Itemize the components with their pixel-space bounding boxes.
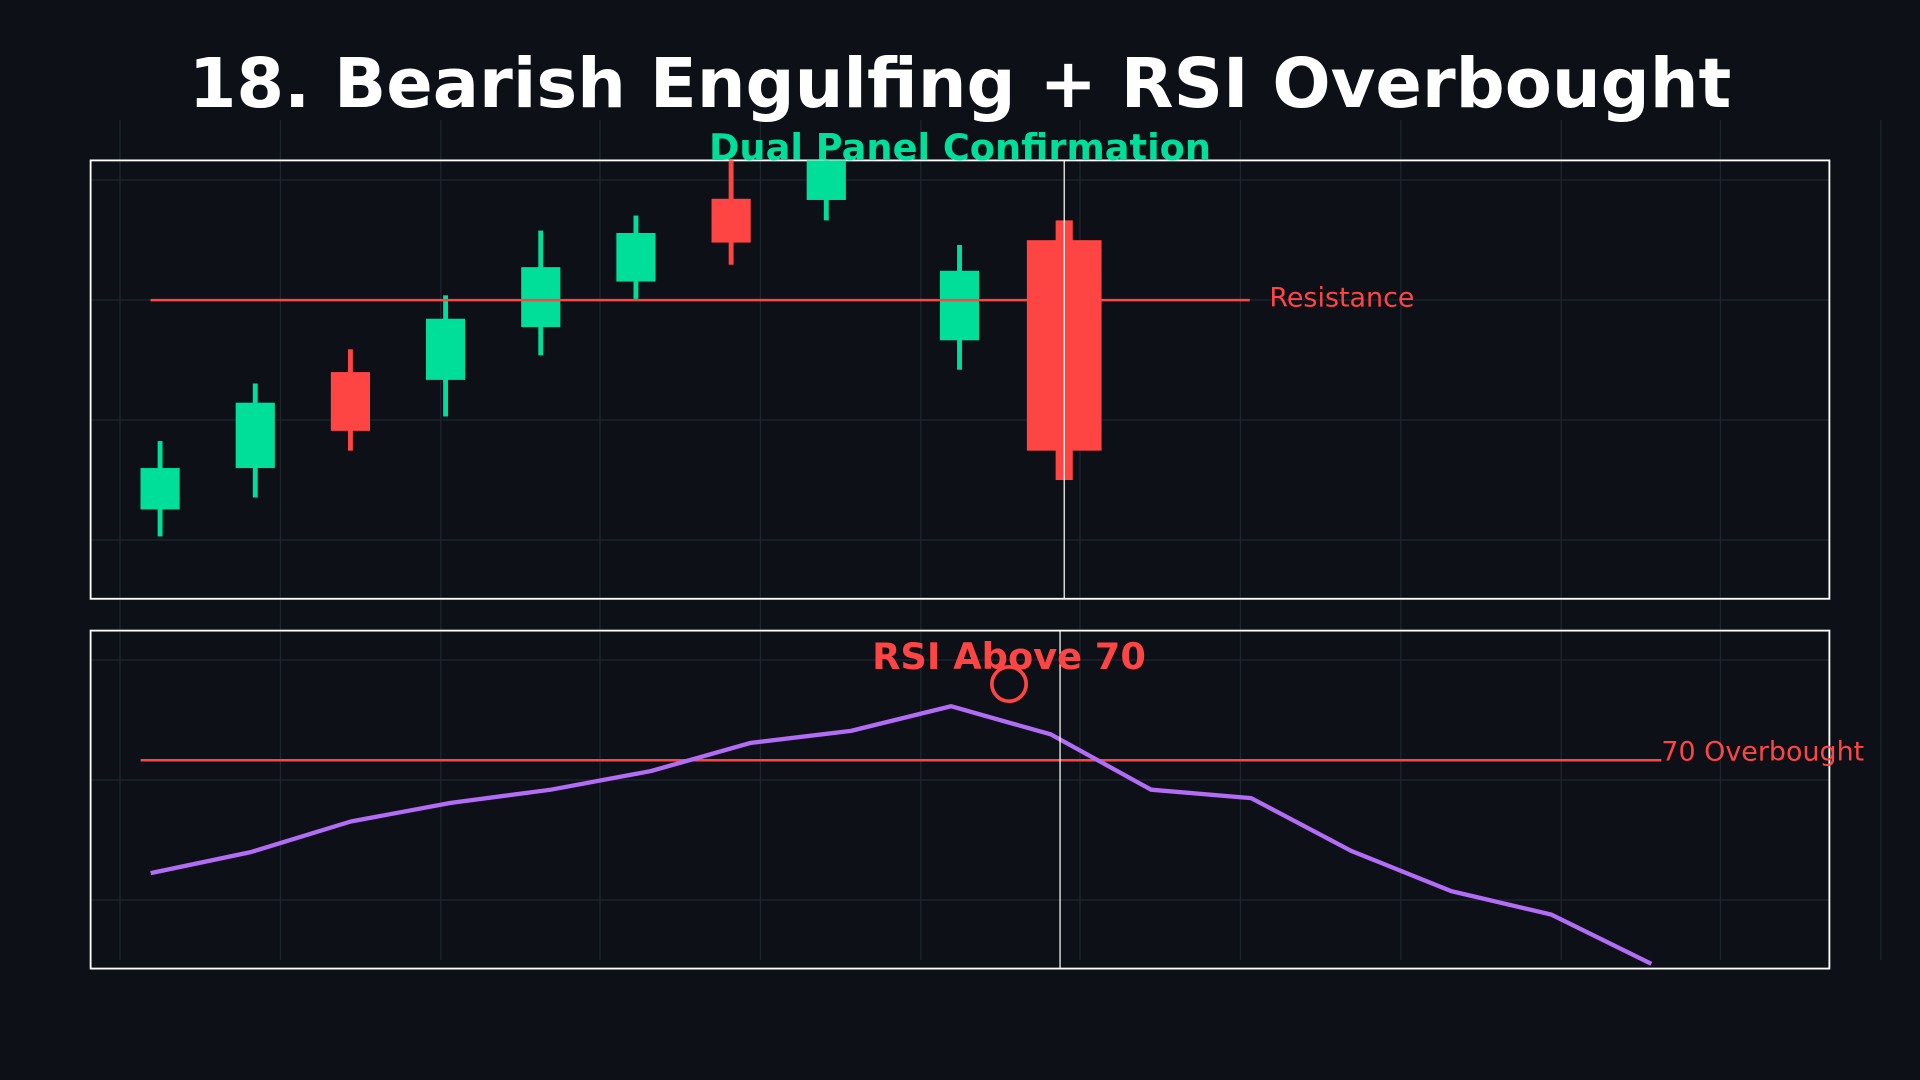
candles bbox=[140, 160, 1102, 537]
annotation-marker bbox=[990, 665, 1029, 704]
candle-body bbox=[426, 318, 466, 380]
chart-subtitle: Dual Panel Confirmation bbox=[709, 126, 1211, 169]
candle-body bbox=[711, 198, 751, 243]
grid bbox=[90, 120, 1882, 960]
candle-body bbox=[616, 232, 656, 282]
overbought-label: 70 Overbought bbox=[1661, 736, 1864, 767]
rsi-line bbox=[150, 704, 1653, 966]
candle-body bbox=[939, 270, 980, 341]
candle-body bbox=[806, 160, 846, 200]
candle-body bbox=[140, 468, 180, 510]
price-panel bbox=[89, 159, 1831, 600]
resistance-label: Resistance bbox=[1269, 282, 1414, 313]
candle-body bbox=[521, 267, 561, 328]
annotation-text: RSI Above 70 bbox=[872, 635, 1146, 678]
candle-body bbox=[330, 372, 371, 431]
candle-body bbox=[235, 402, 275, 469]
chart-title: 18. Bearish Engulfing + RSI Overbought bbox=[189, 44, 1732, 124]
rsi-panel bbox=[89, 629, 1831, 970]
